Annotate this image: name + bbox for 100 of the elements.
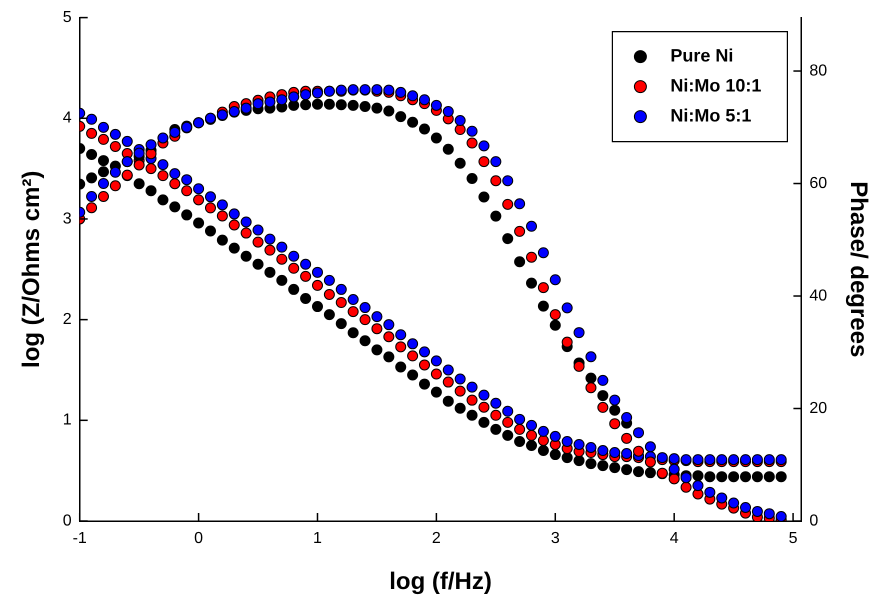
point bbox=[98, 190, 109, 202]
legend-label: Ni:Mo 5:1 bbox=[670, 106, 752, 126]
point bbox=[526, 220, 538, 232]
point bbox=[383, 331, 394, 342]
point bbox=[146, 139, 157, 150]
point bbox=[110, 166, 121, 178]
point bbox=[264, 96, 276, 108]
point bbox=[407, 350, 418, 362]
y2-axis-title: Phase/ degrees bbox=[844, 181, 872, 358]
point bbox=[134, 178, 145, 190]
point bbox=[419, 346, 430, 358]
point bbox=[181, 174, 192, 186]
point bbox=[252, 224, 264, 236]
point bbox=[300, 89, 312, 100]
point bbox=[466, 138, 478, 149]
point bbox=[204, 226, 216, 237]
point bbox=[407, 90, 418, 102]
point bbox=[752, 506, 763, 517]
point bbox=[312, 266, 323, 278]
point bbox=[324, 288, 335, 300]
point bbox=[98, 134, 109, 145]
point bbox=[371, 344, 382, 356]
point bbox=[348, 327, 359, 338]
point bbox=[419, 123, 430, 134]
y-tick-label: 2 bbox=[62, 311, 72, 328]
point bbox=[204, 191, 216, 202]
point bbox=[633, 446, 644, 457]
point bbox=[276, 94, 288, 106]
point bbox=[490, 410, 502, 421]
legend-label: Ni:Mo 10:1 bbox=[670, 76, 762, 96]
point bbox=[86, 128, 98, 139]
point bbox=[526, 252, 538, 263]
point bbox=[264, 244, 276, 256]
point bbox=[597, 390, 608, 402]
point bbox=[98, 122, 109, 133]
point bbox=[169, 178, 180, 190]
point bbox=[454, 374, 466, 385]
point bbox=[264, 234, 276, 245]
point bbox=[621, 464, 632, 476]
point bbox=[252, 98, 264, 110]
point bbox=[240, 228, 252, 239]
point bbox=[668, 464, 680, 475]
point bbox=[728, 471, 740, 482]
point bbox=[312, 280, 323, 291]
point bbox=[216, 210, 228, 222]
point bbox=[550, 309, 561, 320]
point bbox=[740, 471, 752, 482]
point bbox=[407, 116, 418, 128]
point bbox=[442, 396, 454, 407]
point bbox=[502, 198, 514, 210]
point bbox=[442, 364, 454, 376]
point bbox=[300, 99, 312, 110]
point bbox=[264, 266, 276, 278]
point bbox=[407, 338, 418, 350]
point bbox=[621, 412, 632, 424]
point bbox=[538, 434, 549, 446]
point bbox=[466, 382, 478, 393]
point bbox=[86, 172, 98, 184]
point bbox=[740, 502, 752, 513]
point bbox=[633, 466, 644, 478]
point bbox=[454, 402, 466, 414]
point bbox=[324, 309, 335, 320]
point bbox=[336, 99, 347, 110]
point bbox=[692, 480, 704, 492]
point bbox=[288, 250, 300, 262]
point bbox=[371, 323, 382, 334]
point bbox=[157, 159, 168, 170]
point bbox=[348, 294, 359, 306]
point bbox=[454, 386, 466, 397]
point bbox=[360, 100, 371, 112]
point bbox=[514, 436, 526, 447]
point bbox=[585, 458, 596, 470]
point bbox=[228, 220, 240, 230]
point bbox=[383, 319, 394, 330]
point bbox=[288, 284, 300, 295]
point bbox=[442, 144, 454, 155]
point bbox=[692, 470, 704, 482]
point bbox=[360, 314, 371, 326]
point bbox=[395, 341, 406, 352]
point bbox=[609, 418, 620, 430]
y-tick-label: 3 bbox=[62, 210, 72, 228]
point bbox=[550, 449, 561, 460]
legend-label: Pure Ni bbox=[670, 46, 734, 66]
point bbox=[514, 198, 526, 210]
point bbox=[574, 327, 585, 338]
point bbox=[276, 242, 288, 253]
point bbox=[419, 359, 430, 370]
point bbox=[562, 436, 573, 447]
point bbox=[86, 190, 98, 202]
point bbox=[430, 386, 442, 398]
x-tick-label: 3 bbox=[550, 530, 560, 548]
point bbox=[478, 390, 490, 401]
point bbox=[716, 471, 728, 482]
point bbox=[395, 329, 406, 340]
point bbox=[300, 270, 312, 282]
x-tick-label: -1 bbox=[72, 530, 87, 548]
point bbox=[585, 382, 596, 394]
point bbox=[728, 498, 740, 508]
point bbox=[609, 462, 620, 474]
point bbox=[466, 172, 478, 184]
